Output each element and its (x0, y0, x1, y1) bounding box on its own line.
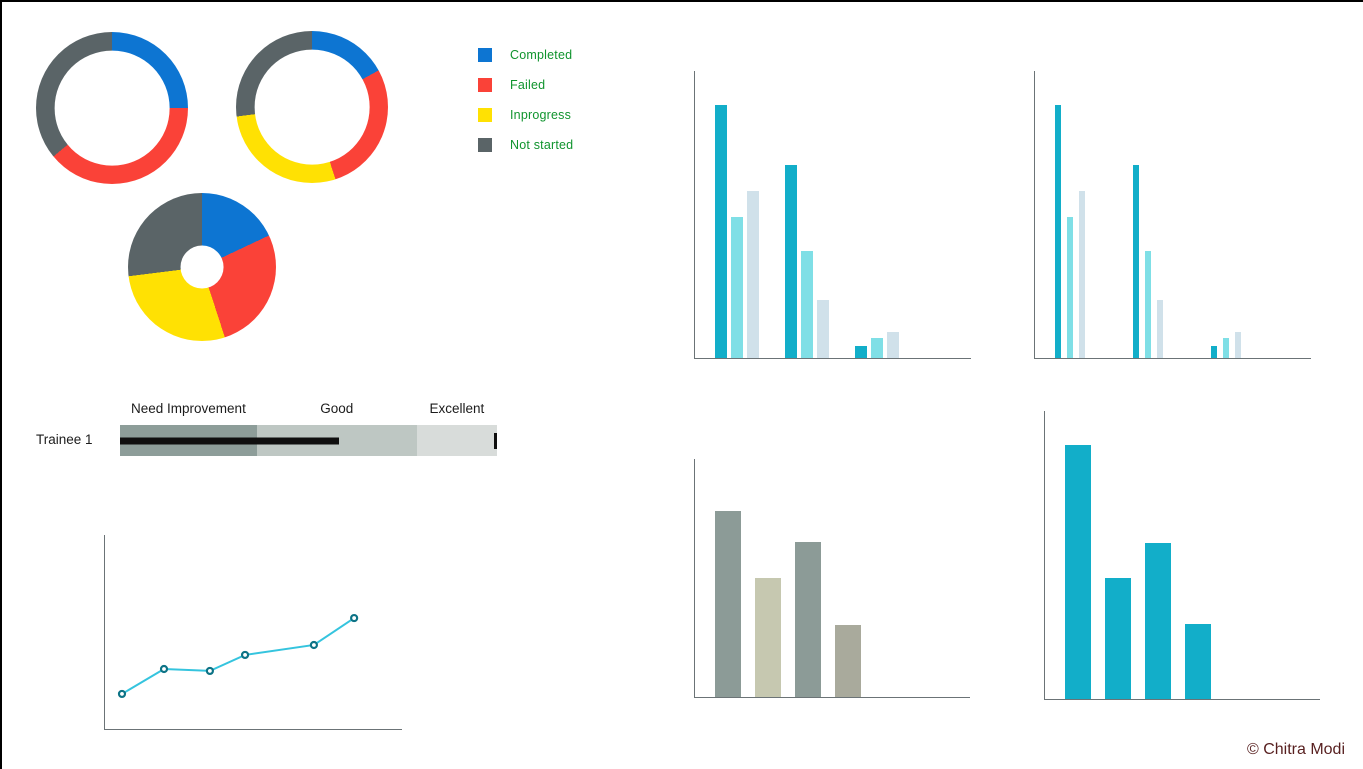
bar (1079, 190, 1085, 358)
bar (1223, 337, 1229, 358)
bar (1065, 444, 1091, 699)
line-progress-plot-area (104, 535, 402, 730)
legend-item-inprogress: Inprogress (478, 108, 573, 122)
legend-item-failed: Failed (478, 78, 573, 92)
bar (855, 346, 867, 358)
data-point-marker (117, 689, 127, 699)
bar (1235, 332, 1241, 358)
bar (1145, 251, 1151, 358)
bar (1133, 165, 1139, 358)
bar (1211, 346, 1217, 358)
legend-item-not-started: Not started (478, 138, 573, 152)
bar (747, 190, 759, 358)
bar (887, 332, 899, 358)
legend-label: Not started (510, 138, 574, 152)
bar (1145, 542, 1171, 699)
bar (835, 625, 861, 697)
bar (755, 577, 781, 697)
legend-label: Inprogress (510, 108, 572, 122)
bar (1105, 577, 1131, 699)
bar (795, 541, 821, 697)
bar (1185, 623, 1211, 699)
inprogress-swatch-icon (478, 108, 492, 122)
bar (871, 337, 883, 358)
status-legend: Completed Failed Inprogress Not started (478, 48, 573, 168)
bar (785, 165, 797, 358)
data-point-marker (240, 650, 250, 660)
bullet-range-label: Need Improvement (131, 401, 246, 416)
page-border-left (0, 0, 2, 769)
page-border-top (0, 0, 1363, 2)
donut-status-1 (36, 32, 188, 184)
bullet-row-label: Trainee 1 (36, 432, 93, 447)
data-point-marker (309, 640, 318, 650)
donut-hole (180, 245, 224, 289)
bar-teal-plot-area (1044, 411, 1320, 700)
bar (731, 216, 743, 358)
bullet-measure-bar (120, 437, 340, 444)
bar (801, 251, 813, 358)
failed-swatch-icon (478, 78, 492, 92)
grouped-bar-1-plot-area (694, 71, 971, 359)
donut-hole (254, 49, 370, 165)
copyright-credit: © Chitra Modi (1246, 741, 1345, 758)
bullet-range-band (416, 425, 497, 456)
bullet-range-label: Excellent (429, 401, 485, 416)
bar (817, 300, 829, 358)
data-point-marker (159, 664, 169, 674)
legend-label: Failed (510, 78, 546, 92)
data-point-marker (205, 666, 214, 676)
data-point-marker (350, 613, 359, 623)
bullet-trainee: Need Improvement Good Excellent (120, 401, 498, 456)
donut-status-2 (236, 31, 388, 183)
grouped-bar-2-plot-area (1034, 71, 1311, 359)
bar (1055, 104, 1061, 358)
bullet-range-label: Good (320, 401, 354, 416)
legend-label: Completed (510, 48, 573, 62)
bullet-target-marker (493, 432, 498, 449)
not-started-swatch-icon (478, 138, 492, 152)
pie-status (128, 193, 276, 341)
donut-hole (54, 50, 170, 166)
bar-gray-plot-area (694, 459, 970, 698)
legend-item-completed: Completed (478, 48, 573, 62)
bar (715, 104, 727, 358)
bar (1067, 216, 1073, 358)
bar (1157, 300, 1163, 358)
bar (715, 510, 741, 697)
line-series (117, 613, 359, 699)
completed-swatch-icon (478, 48, 492, 62)
